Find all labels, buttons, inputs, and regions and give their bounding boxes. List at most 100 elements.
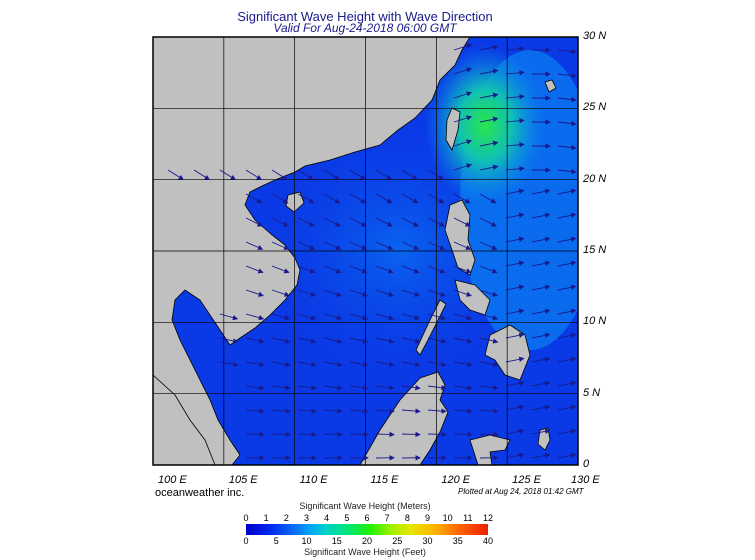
wave-arrow bbox=[297, 337, 317, 344]
longitude-label: 100 E bbox=[158, 474, 187, 486]
wave-arrow bbox=[505, 142, 525, 148]
wave-arrow bbox=[375, 193, 393, 204]
wave-arrow bbox=[271, 169, 289, 181]
wave-arrow bbox=[349, 361, 369, 368]
wave-arrow bbox=[349, 289, 368, 297]
wave-arrow bbox=[401, 169, 419, 181]
wave-arrow bbox=[453, 385, 473, 391]
wave-arrow bbox=[427, 361, 447, 368]
wave-arrow bbox=[505, 428, 525, 435]
wave-arrow bbox=[297, 193, 315, 204]
wave-arrow bbox=[375, 361, 395, 368]
wave-arrow bbox=[219, 313, 239, 321]
wave-arrow bbox=[505, 118, 525, 124]
lat-lon-grid bbox=[153, 37, 578, 465]
wave-arrow bbox=[557, 452, 577, 459]
wave-arrow bbox=[349, 431, 369, 438]
latitude-label: 10 N bbox=[583, 315, 607, 328]
wave-arrow bbox=[479, 241, 498, 250]
longitude-label: 120 E bbox=[441, 474, 471, 486]
wave-arrow bbox=[349, 265, 368, 274]
wave-arrow bbox=[401, 193, 419, 204]
wave-arrow bbox=[531, 452, 551, 459]
wave-arrow bbox=[479, 431, 499, 438]
wave-arrow bbox=[453, 163, 473, 171]
wave-arrow bbox=[349, 408, 369, 414]
wave-arrow bbox=[479, 313, 499, 321]
wave-arrow bbox=[479, 92, 499, 99]
credit-text: oceanweather inc. bbox=[155, 487, 245, 499]
wave-arrow bbox=[245, 241, 264, 250]
wave-arrow bbox=[401, 337, 421, 344]
wave-arrow bbox=[323, 431, 343, 438]
wave-arrow bbox=[557, 96, 577, 103]
wave-arrow bbox=[427, 385, 447, 391]
colorbar-feet-tick: 30 bbox=[422, 536, 433, 546]
map-subtitle: Valid For Aug-24-2018 06:00 GMT bbox=[273, 21, 457, 35]
wave-arrow bbox=[479, 44, 499, 51]
wave-arrow bbox=[453, 265, 472, 274]
wave-arrow bbox=[453, 115, 473, 123]
latitude-label: 0 bbox=[583, 458, 590, 470]
wave-arrow bbox=[505, 166, 525, 172]
wave-arrow bbox=[245, 265, 264, 274]
wave-arrow bbox=[557, 48, 577, 55]
wave-arrow bbox=[505, 308, 525, 315]
wave-arrow bbox=[323, 265, 342, 274]
colorbar-meters-tick: 11 bbox=[463, 513, 473, 523]
colorbar-feet-tick: 5 bbox=[273, 536, 279, 546]
wave-arrow bbox=[401, 385, 421, 391]
colorbar-feet-tick: 25 bbox=[392, 536, 403, 546]
asia-mainland bbox=[153, 37, 471, 465]
wave-arrow bbox=[479, 164, 499, 171]
wave-arrow bbox=[427, 313, 447, 321]
wave-arrow bbox=[349, 313, 369, 321]
wave-arrow bbox=[531, 404, 551, 411]
wave-arrow bbox=[349, 385, 369, 391]
latitude-label: 20 N bbox=[583, 172, 607, 185]
wave-arrow bbox=[271, 431, 291, 438]
wave-arrow bbox=[531, 356, 551, 363]
latitude-label: 5 N bbox=[583, 386, 601, 399]
wave-arrow bbox=[557, 144, 577, 151]
wave-arrow bbox=[349, 169, 367, 181]
wave-arrow bbox=[323, 241, 342, 250]
wave-arrow bbox=[505, 452, 525, 459]
wave-arrow bbox=[453, 43, 473, 51]
wave-arrow bbox=[557, 380, 577, 387]
latitude-label: 30 N bbox=[583, 30, 607, 42]
wave-arrow bbox=[297, 289, 316, 297]
colorbar-meters-title: Significant Wave Height (Meters) bbox=[299, 501, 431, 511]
sumatra bbox=[153, 374, 216, 465]
wave-arrow bbox=[323, 361, 343, 368]
wave-arrow bbox=[401, 408, 421, 414]
wave-arrow bbox=[375, 217, 393, 227]
wave-arrow bbox=[323, 217, 341, 227]
wave-arrow bbox=[375, 313, 395, 321]
colorbar-meters-tick: 7 bbox=[384, 513, 390, 523]
wave-arrow bbox=[479, 193, 497, 204]
high-wave-zone bbox=[425, 45, 545, 205]
wave-arrow bbox=[219, 169, 237, 181]
wave-arrow bbox=[323, 169, 341, 181]
wave-arrow bbox=[505, 70, 525, 76]
wave-arrow bbox=[557, 284, 577, 291]
wave-arrow bbox=[427, 265, 446, 274]
wave-arrow bbox=[479, 217, 497, 227]
wave-arrow bbox=[557, 212, 577, 219]
wave-arrow bbox=[297, 385, 317, 391]
wave-arrow bbox=[167, 169, 185, 181]
longitude-label: 110 E bbox=[299, 474, 328, 486]
wave-arrow bbox=[505, 188, 525, 195]
wave-arrow bbox=[375, 241, 394, 250]
palawan bbox=[415, 299, 447, 356]
colorbar-meters-tick: 2 bbox=[283, 513, 289, 523]
wave-arrow bbox=[479, 265, 498, 274]
wave-arrow bbox=[453, 313, 473, 321]
wave-arrow bbox=[245, 337, 265, 344]
wave-arrow bbox=[557, 356, 577, 363]
map-title: Significant Wave Height with Wave Direct… bbox=[237, 9, 493, 24]
wave-arrow bbox=[349, 193, 367, 204]
wave-arrow bbox=[375, 169, 393, 181]
wave-arrow bbox=[505, 380, 525, 387]
